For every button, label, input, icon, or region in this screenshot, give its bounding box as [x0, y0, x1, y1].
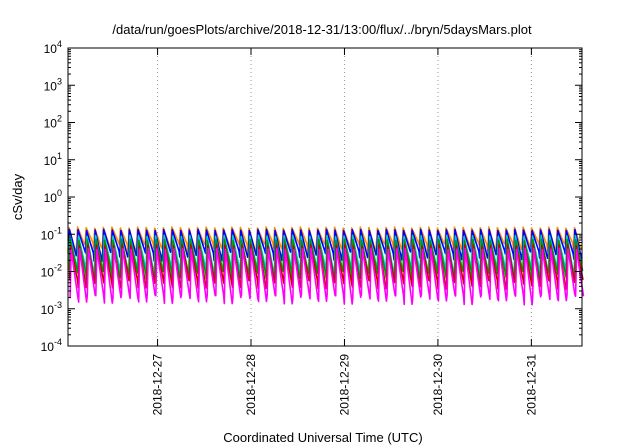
- x-tick-label: 2018-12-31: [524, 354, 538, 416]
- y-tick-label: 10-2: [41, 263, 62, 280]
- y-axis: 104 103 102 101 100 10-1 10-2 10-3 10-4: [41, 39, 582, 354]
- series-line: [67, 228, 583, 262]
- x-axis-label: Coordinated Universal Time (UTC): [223, 430, 422, 445]
- y-tick-label: 100: [44, 188, 62, 205]
- y-tick-label: 10-1: [41, 225, 62, 242]
- y-tick-label: 102: [44, 114, 62, 131]
- chart-title: /data/run/goesPlots/archive/2018-12-31/1…: [112, 22, 532, 37]
- x-tick-label: 2018-12-30: [431, 354, 445, 416]
- series-line: [68, 244, 584, 291]
- y-tick-label: 104: [44, 39, 62, 56]
- x-tick-label: 2018-12-29: [337, 354, 351, 416]
- y-tick-label: 101: [44, 151, 62, 168]
- series-lines: [67, 226, 585, 306]
- x-tick-label: 2018-12-28: [244, 354, 258, 416]
- y-tick-label: 10-3: [41, 300, 62, 317]
- series-line: [69, 247, 585, 306]
- x-tick-label: 2018-12-27: [151, 354, 165, 416]
- x-axis: 2018-12-27 2018-12-28 2018-12-29 2018-12-30…: [151, 48, 538, 416]
- y-tick-label: 103: [44, 76, 62, 93]
- y-tick-label: 10-4: [41, 337, 62, 354]
- y-axis-label: cSv/day: [10, 173, 25, 220]
